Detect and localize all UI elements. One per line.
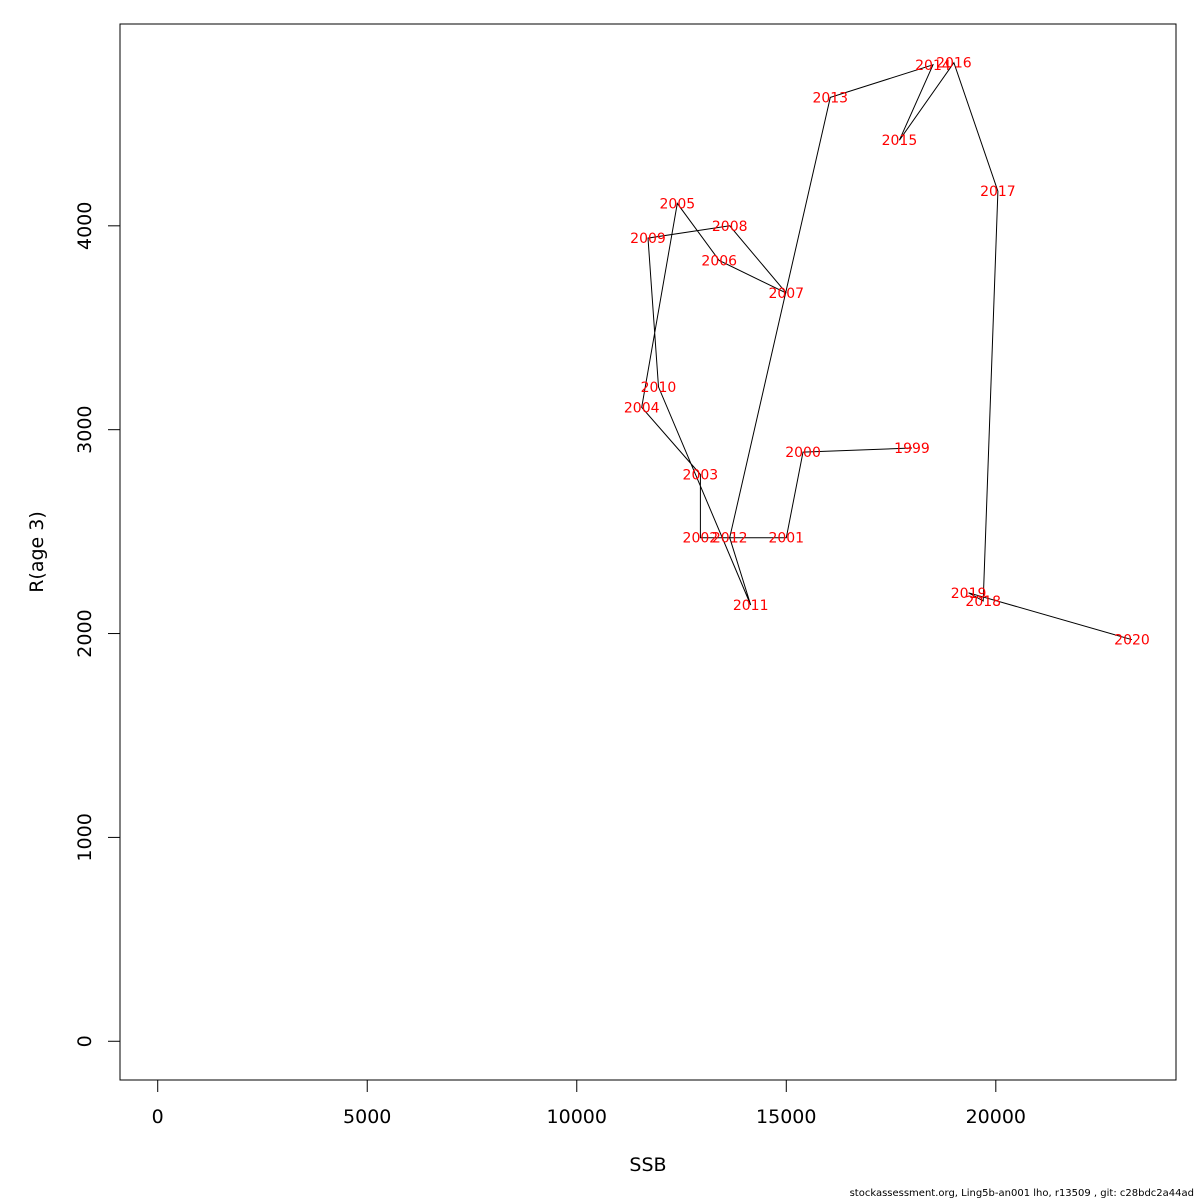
point-label-2000: 2000 [785, 445, 821, 461]
point-label-2018: 2018 [965, 594, 1001, 610]
point-label-2013: 2013 [812, 90, 848, 106]
point-label-2008: 2008 [712, 219, 748, 235]
footer-credit: stockassessment.org, Ling5b-an001 lho, r… [849, 1188, 1194, 1199]
point-label-2017: 2017 [980, 184, 1016, 200]
point-label-2001: 2001 [768, 531, 804, 547]
point-label-2004: 2004 [624, 400, 660, 416]
point-label-2002: 2002 [683, 531, 719, 547]
point-label-2003: 2003 [683, 468, 719, 484]
y-tick-label: 1000 [74, 813, 96, 861]
point-labels: 1999 2000 2001 2002 2003 2004 2005 2006 2007 2008… [624, 56, 1150, 649]
series-line [641, 61, 1133, 641]
y-tick-label: 3000 [74, 406, 96, 454]
point-label-2016: 2016 [936, 56, 972, 72]
x-tick-label: 15000 [756, 1106, 816, 1128]
x-tick-label: 0 [152, 1106, 164, 1128]
point-label-2005: 2005 [660, 196, 696, 212]
y-tick-label: 0 [74, 1035, 96, 1047]
point-label-2019: 2019 [951, 586, 987, 602]
y-axis: 0 1000 2000 3000 4000 [74, 202, 121, 1047]
y-axis-title: R(age 3) [26, 511, 48, 593]
plot-frame [119, 23, 1177, 1081]
trajectory-line [641, 61, 1133, 641]
point-label-2010: 2010 [641, 380, 677, 396]
point-label-2014: 2014 [915, 58, 951, 74]
point-label-2011: 2011 [733, 598, 769, 614]
point-label-2006: 2006 [701, 253, 737, 269]
x-tick-label: 10000 [547, 1106, 607, 1128]
point-label-2009: 2009 [630, 231, 666, 247]
y-tick-label: 2000 [74, 609, 96, 657]
point-label-2020: 2020 [1114, 633, 1150, 649]
x-axis: 0 5000 10000 15000 20000 [152, 1079, 1026, 1128]
point-label-2012: 2012 [712, 531, 748, 547]
point-label-1999: 1999 [894, 441, 930, 457]
x-axis-title: SSB [629, 1154, 666, 1176]
point-label-2015: 2015 [882, 133, 918, 149]
y-tick-label: 4000 [74, 202, 96, 250]
x-tick-label: 5000 [343, 1106, 391, 1128]
point-label-2007: 2007 [768, 286, 804, 302]
x-tick-label: 20000 [966, 1106, 1026, 1128]
